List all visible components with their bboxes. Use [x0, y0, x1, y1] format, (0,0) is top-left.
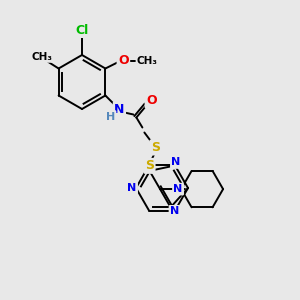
- Text: CH₃: CH₃: [137, 56, 158, 65]
- Text: N: N: [171, 158, 181, 167]
- Text: N: N: [170, 206, 179, 216]
- Text: N: N: [173, 184, 183, 194]
- Text: S: S: [145, 159, 154, 172]
- Text: N: N: [128, 183, 136, 193]
- Text: H: H: [106, 112, 115, 122]
- Text: O: O: [118, 54, 129, 67]
- Text: S: S: [151, 141, 160, 154]
- Text: O: O: [146, 94, 157, 107]
- Text: Cl: Cl: [75, 23, 88, 37]
- Text: CH₃: CH₃: [31, 52, 52, 61]
- Text: N: N: [114, 103, 124, 116]
